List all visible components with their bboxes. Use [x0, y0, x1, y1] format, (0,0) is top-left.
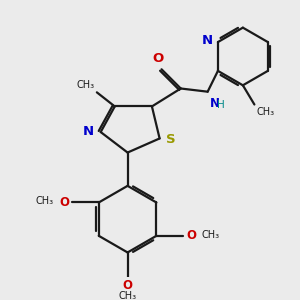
Text: S: S — [166, 133, 175, 146]
Text: CH₃: CH₃ — [76, 80, 94, 90]
Text: H: H — [217, 100, 224, 110]
Text: O: O — [123, 279, 133, 292]
Text: CH₃: CH₃ — [201, 230, 219, 239]
Text: O: O — [186, 229, 196, 242]
Text: N: N — [210, 97, 220, 110]
Text: CH₃: CH₃ — [36, 196, 54, 206]
Text: N: N — [202, 34, 213, 47]
Text: O: O — [152, 52, 163, 65]
Text: CH₃: CH₃ — [118, 291, 136, 300]
Text: O: O — [59, 196, 69, 209]
Text: CH₃: CH₃ — [257, 107, 275, 117]
Text: N: N — [83, 125, 94, 138]
